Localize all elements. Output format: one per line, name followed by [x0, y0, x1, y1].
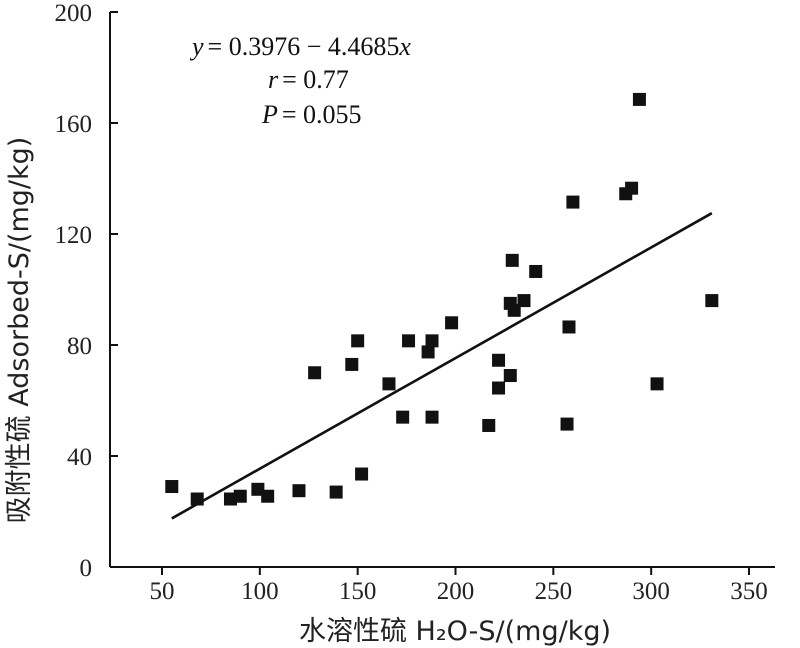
data-point	[529, 264, 543, 278]
data-point	[261, 489, 275, 503]
data-point	[505, 253, 519, 267]
y-tick-label: 120	[55, 222, 93, 249]
data-point	[233, 489, 247, 503]
data-point	[482, 418, 496, 432]
data-point	[396, 410, 410, 424]
data-point	[382, 377, 396, 391]
data-point	[507, 303, 521, 317]
x-ticks: 50 100 150 200 250 300 350	[150, 567, 768, 605]
data-point	[517, 294, 531, 308]
data-point	[566, 195, 580, 209]
data-point	[503, 369, 517, 383]
data-point	[190, 492, 204, 506]
data-point	[308, 366, 322, 380]
data-point	[329, 485, 343, 499]
data-point	[402, 334, 416, 348]
x-tick-label: 300	[632, 578, 670, 605]
x-tick-label: 50	[150, 578, 175, 605]
data-point	[705, 294, 719, 308]
data-point	[292, 484, 306, 498]
data-point	[425, 334, 439, 348]
data-point	[632, 92, 646, 106]
y-ticks: 0 40 80 120 160 200	[55, 0, 118, 582]
y-tick-label: 40	[67, 444, 92, 471]
p-annotation: P = 0.055	[261, 100, 362, 129]
data-point	[650, 377, 664, 391]
x-tick-label: 100	[241, 578, 279, 605]
y-axis-title: 吸附性硫 Adsorbed-S/(mg/kg)	[4, 137, 35, 524]
x-tick-label: 250	[535, 578, 573, 605]
data-point	[492, 353, 506, 367]
data-point	[421, 345, 435, 359]
data-point	[492, 381, 506, 395]
x-tick-label: 150	[339, 578, 377, 605]
data-point	[425, 410, 439, 424]
r-annotation: r = 0.77	[268, 65, 349, 94]
data-point	[351, 334, 365, 348]
x-tick-label: 200	[437, 578, 475, 605]
y-tick-label: 80	[67, 333, 92, 360]
y-tick-label: 0	[80, 555, 93, 582]
y-tick-label: 200	[55, 0, 93, 27]
data-point	[251, 482, 265, 496]
data-point	[223, 492, 237, 506]
x-tick-label: 350	[730, 578, 768, 605]
data-point	[165, 480, 179, 494]
data-point	[355, 467, 369, 481]
data-points	[165, 92, 719, 506]
fit-line	[171, 212, 713, 520]
data-point	[560, 417, 574, 431]
y-tick-label: 160	[55, 111, 93, 138]
data-point	[562, 320, 576, 334]
equation-annotation: y = 0.3976 − 4.4685x	[189, 32, 411, 61]
data-point	[625, 181, 639, 195]
x-axis-title: 水溶性硫 H₂O-S/(mg/kg)	[299, 616, 611, 647]
data-point	[445, 316, 459, 330]
data-point	[345, 357, 359, 371]
